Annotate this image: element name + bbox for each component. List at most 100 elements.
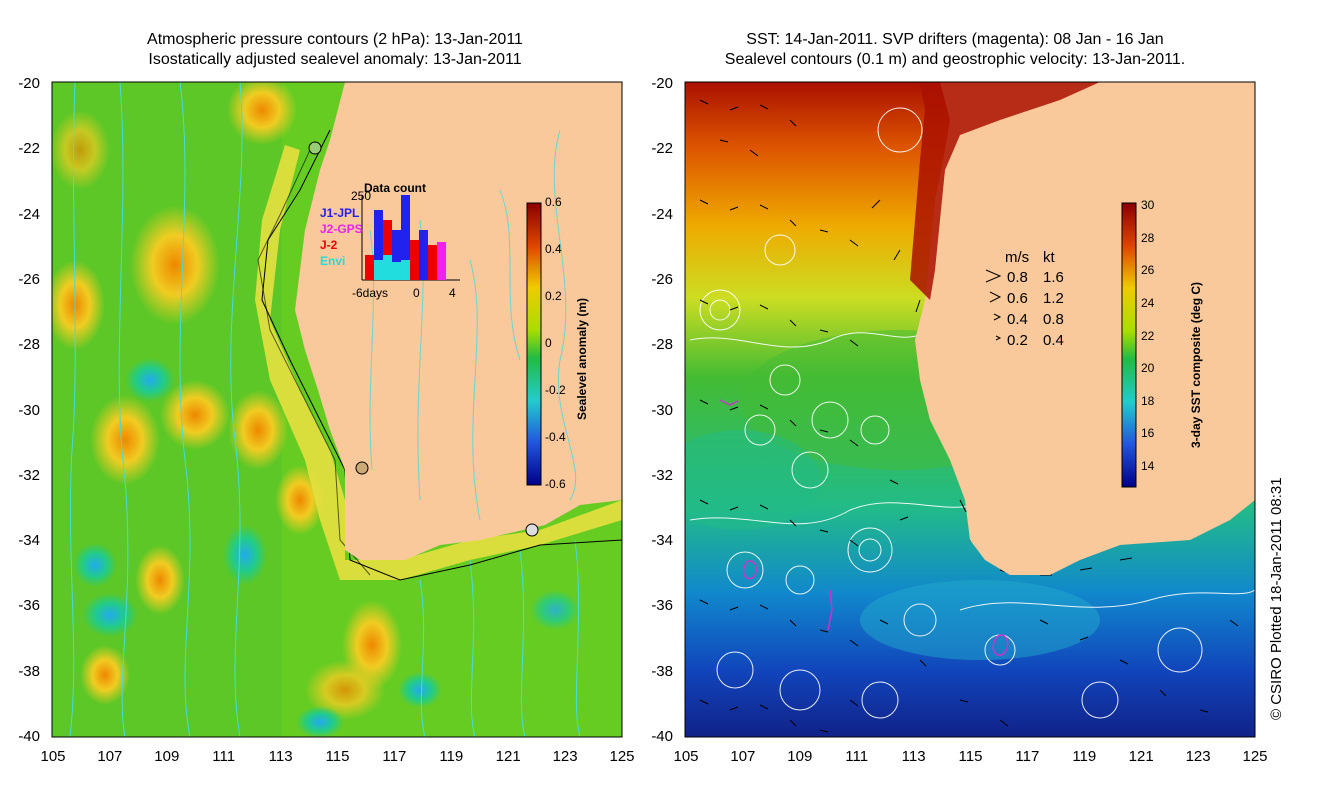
sst-colorbar-label: 3-day SST composite (deg C) bbox=[1189, 282, 1203, 448]
sla-colorbar-tick: 0.6 bbox=[545, 195, 562, 209]
sst-colorbar-tick: 24 bbox=[1141, 295, 1155, 310]
sla-colorbar-tick: 0.2 bbox=[545, 289, 562, 303]
right-x-tick: 117 bbox=[1015, 748, 1040, 765]
right-y-tick: -24 bbox=[651, 205, 673, 223]
legend-ms-08: 0.8 bbox=[1007, 269, 1028, 286]
left-y-tick: -34 bbox=[18, 532, 40, 550]
sst-colorbar-tick: 14 bbox=[1141, 459, 1155, 473]
right-x-tick: 105 bbox=[673, 748, 699, 765]
right-y-tick: -34 bbox=[651, 532, 673, 550]
right-map bbox=[685, 82, 1255, 737]
sst-colorbar-tick: 18 bbox=[1141, 393, 1155, 408]
right-x-tick: 125 bbox=[1242, 748, 1268, 765]
legend-arrow-08 bbox=[985, 269, 1002, 283]
inset-xlabel-four: 4 bbox=[449, 286, 456, 300]
sst-colorbar-tick: 26 bbox=[1141, 263, 1155, 278]
right-x-tick: 115 bbox=[958, 748, 983, 765]
right-y-tick: -40 bbox=[651, 728, 673, 745]
right-y-tick: -36 bbox=[651, 597, 673, 615]
legend-kt-12: 1.2 bbox=[1043, 290, 1064, 307]
legend-arrow-06 bbox=[989, 291, 1002, 303]
legend-header-ms: m/s bbox=[1005, 249, 1029, 266]
left-x-tick: 121 bbox=[495, 748, 521, 765]
inset-max-label: 250 bbox=[351, 189, 371, 203]
left-y-tick: -24 bbox=[18, 205, 40, 223]
legend-kt-16: 1.6 bbox=[1043, 269, 1064, 286]
inset-bars bbox=[365, 195, 446, 280]
legend-header-kt: kt bbox=[1043, 249, 1056, 266]
right-title-line1: SST: 14-Jan-2011. SVP drifters (magenta)… bbox=[746, 31, 1164, 48]
left-x-tick: 119 bbox=[439, 748, 464, 765]
sst-colorbar-tick: 30 bbox=[1141, 198, 1155, 212]
sla-colorbar-tick: -0.2 bbox=[545, 383, 566, 397]
right-x-tick: 113 bbox=[901, 748, 926, 765]
right-x-tick: 111 bbox=[845, 748, 869, 765]
legend-kt-08: 0.8 bbox=[1043, 311, 1064, 328]
left-y-tick: -28 bbox=[18, 336, 40, 354]
left-x-tick: 117 bbox=[382, 748, 407, 765]
left-x-tick: 115 bbox=[325, 748, 350, 765]
right-y-tick: -32 bbox=[651, 466, 673, 484]
left-x-tick: 113 bbox=[268, 748, 293, 765]
left-y-tick: -26 bbox=[18, 270, 40, 288]
sst-colorbar: 3-day SST composite (deg C) bbox=[1121, 202, 1203, 488]
right-x-tick: 123 bbox=[1185, 748, 1211, 765]
right-x-tick: 119 bbox=[1072, 748, 1097, 765]
right-map-frame bbox=[684, 81, 1256, 738]
inset-xlabel-start: -6days bbox=[352, 286, 388, 300]
left-y-tick: -36 bbox=[18, 597, 40, 615]
sla-colorbar: Sealevel anomaly (m) bbox=[526, 202, 589, 486]
left-x-tick: 125 bbox=[609, 748, 635, 765]
inset-title: Data count bbox=[364, 181, 426, 195]
legend-arrow-02 bbox=[995, 335, 1002, 341]
sla-colorbar-tick: -0.6 bbox=[545, 477, 566, 491]
right-x-tick: 107 bbox=[730, 748, 756, 765]
left-x-tick: 109 bbox=[154, 748, 180, 765]
right-y-tick: -20 bbox=[651, 75, 673, 92]
legend-j2-gps: J2-GPS bbox=[320, 222, 363, 236]
sst-colorbar-tick: 22 bbox=[1141, 328, 1155, 343]
legend-envi: Envi bbox=[320, 254, 345, 268]
left-y-tick: -22 bbox=[18, 140, 40, 158]
sst-colorbar-tick: 28 bbox=[1141, 230, 1155, 245]
right-y-tick: -26 bbox=[651, 270, 673, 288]
right-title-line2: Sealevel contours (0.1 m) and geostrophi… bbox=[724, 51, 1186, 68]
legend-j1-jpl: J1-JPL bbox=[320, 206, 359, 220]
legend-arrow-04 bbox=[993, 313, 1002, 321]
sla-colorbar-label: Sealevel anomaly (m) bbox=[575, 298, 589, 420]
velocity-legend: m/s kt 0.8 1.6 0.6 1.2 0.4 0.8 0.2 0.4 bbox=[985, 249, 1064, 349]
left-x-tick: 111 bbox=[212, 748, 236, 765]
sla-colorbar-tick: 0 bbox=[545, 336, 552, 350]
left-y-tick: -40 bbox=[18, 728, 40, 745]
sst-colorbar-tick: 16 bbox=[1141, 426, 1155, 441]
sst-colorbar-tick: 20 bbox=[1141, 361, 1155, 376]
right-y-tick: -30 bbox=[651, 401, 673, 419]
left-x-tick: 105 bbox=[40, 748, 66, 765]
left-title-line1: Atmospheric pressure contours (2 hPa): 1… bbox=[147, 31, 523, 48]
sla-colorbar-tick: -0.4 bbox=[545, 430, 566, 444]
svp-drifter-tracks bbox=[719, 399, 1009, 656]
right-y-tick: -28 bbox=[651, 336, 673, 354]
left-y-tick: -30 bbox=[18, 401, 40, 419]
copyright-note: © CSIRO Plotted 18-Jan-2011 08:31 bbox=[1268, 477, 1285, 720]
sla-colorbar-tick: 0.4 bbox=[545, 242, 562, 256]
legend-j-2: J-2 bbox=[320, 238, 338, 252]
right-x-tick: 121 bbox=[1128, 748, 1154, 765]
legend-ms-06: 0.6 bbox=[1007, 290, 1028, 307]
left-map-frame bbox=[51, 81, 623, 738]
left-y-tick: -20 bbox=[18, 75, 40, 92]
legend-kt-04: 0.4 bbox=[1043, 332, 1064, 349]
left-y-tick: -38 bbox=[18, 662, 40, 680]
left-x-tick: 123 bbox=[552, 748, 578, 765]
right-y-tick: -22 bbox=[651, 140, 673, 158]
legend-ms-02: 0.2 bbox=[1007, 332, 1028, 349]
right-x-tick: 109 bbox=[787, 748, 813, 765]
legend-ms-04: 0.4 bbox=[1007, 311, 1028, 328]
left-title-line2: Isostatically adjusted sealevel anomaly:… bbox=[148, 51, 522, 68]
left-y-tick: -32 bbox=[18, 466, 40, 484]
right-y-tick: -38 bbox=[651, 662, 673, 680]
left-x-tick: 107 bbox=[97, 748, 123, 765]
inset-xlabel-zero: 0 bbox=[413, 286, 420, 300]
data-count-inset: 250 Data count J1-JPL J2-GPS J-2 Envi -6… bbox=[320, 181, 460, 300]
